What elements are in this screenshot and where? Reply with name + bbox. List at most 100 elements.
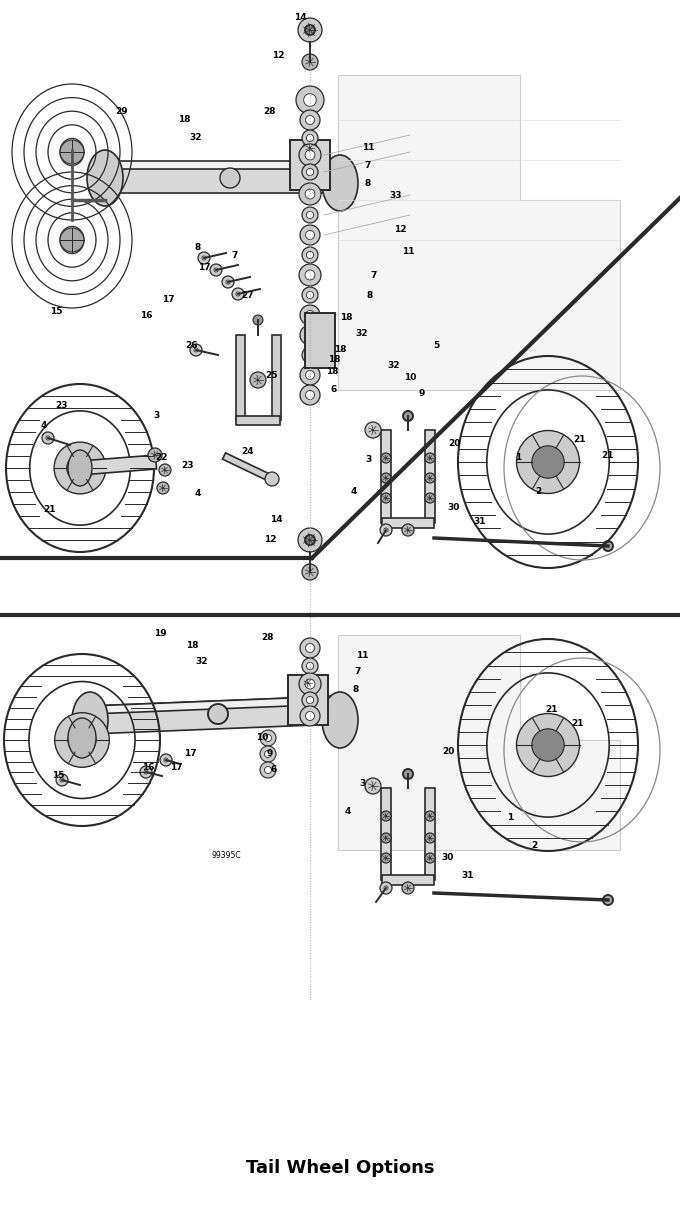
Circle shape bbox=[202, 256, 206, 260]
Circle shape bbox=[300, 305, 320, 325]
Text: 8: 8 bbox=[365, 179, 371, 189]
Circle shape bbox=[305, 370, 314, 380]
Polygon shape bbox=[236, 415, 280, 425]
Text: 12: 12 bbox=[264, 535, 276, 544]
Ellipse shape bbox=[68, 718, 96, 758]
Circle shape bbox=[305, 189, 315, 198]
Circle shape bbox=[60, 140, 84, 164]
Circle shape bbox=[305, 391, 314, 399]
FancyBboxPatch shape bbox=[290, 140, 330, 190]
Circle shape bbox=[220, 168, 240, 187]
Text: 18: 18 bbox=[328, 355, 340, 365]
Circle shape bbox=[300, 638, 320, 658]
Circle shape bbox=[425, 473, 435, 483]
Text: 31: 31 bbox=[474, 517, 486, 527]
Circle shape bbox=[265, 735, 271, 741]
Circle shape bbox=[402, 882, 414, 894]
Circle shape bbox=[381, 853, 391, 863]
Circle shape bbox=[300, 325, 320, 344]
Ellipse shape bbox=[322, 692, 358, 748]
Circle shape bbox=[305, 712, 314, 720]
Circle shape bbox=[296, 86, 324, 114]
Text: 12: 12 bbox=[394, 225, 406, 235]
Circle shape bbox=[302, 130, 318, 146]
Circle shape bbox=[148, 448, 162, 462]
Text: 20: 20 bbox=[442, 747, 454, 757]
Text: 18: 18 bbox=[177, 116, 190, 124]
Circle shape bbox=[300, 110, 320, 130]
Circle shape bbox=[260, 762, 276, 778]
Polygon shape bbox=[80, 455, 156, 475]
Text: 33: 33 bbox=[390, 191, 403, 201]
Circle shape bbox=[299, 264, 321, 286]
Circle shape bbox=[305, 116, 314, 124]
Text: 16: 16 bbox=[140, 312, 152, 320]
Circle shape bbox=[46, 436, 50, 441]
Circle shape bbox=[307, 134, 313, 141]
Circle shape bbox=[60, 778, 64, 783]
Circle shape bbox=[365, 422, 381, 438]
Circle shape bbox=[190, 344, 202, 357]
Polygon shape bbox=[222, 453, 271, 481]
Circle shape bbox=[425, 493, 435, 503]
Circle shape bbox=[140, 765, 152, 778]
Circle shape bbox=[381, 473, 391, 483]
Circle shape bbox=[302, 563, 318, 581]
Circle shape bbox=[303, 141, 317, 155]
Polygon shape bbox=[338, 635, 620, 849]
Text: 7: 7 bbox=[371, 271, 377, 280]
Text: 21: 21 bbox=[546, 706, 558, 714]
Text: 16: 16 bbox=[141, 763, 154, 773]
Text: 3: 3 bbox=[365, 455, 371, 465]
Circle shape bbox=[232, 288, 244, 301]
Polygon shape bbox=[105, 161, 340, 169]
Circle shape bbox=[305, 150, 315, 159]
Text: 5: 5 bbox=[433, 342, 439, 350]
Text: 32: 32 bbox=[388, 361, 401, 370]
Circle shape bbox=[300, 385, 320, 405]
Circle shape bbox=[307, 662, 313, 669]
Text: 10: 10 bbox=[404, 374, 416, 382]
Ellipse shape bbox=[54, 442, 106, 494]
Circle shape bbox=[60, 228, 84, 252]
Text: 15: 15 bbox=[52, 772, 64, 780]
Circle shape bbox=[305, 644, 314, 652]
Text: 6: 6 bbox=[331, 386, 337, 394]
Circle shape bbox=[157, 482, 169, 494]
Text: 18: 18 bbox=[334, 346, 346, 354]
Circle shape bbox=[210, 264, 222, 276]
Text: 18: 18 bbox=[340, 314, 352, 323]
Text: 27: 27 bbox=[241, 292, 254, 301]
Circle shape bbox=[603, 542, 613, 551]
Text: 2: 2 bbox=[535, 488, 541, 497]
Circle shape bbox=[302, 207, 318, 223]
Circle shape bbox=[253, 315, 263, 325]
Circle shape bbox=[144, 770, 148, 774]
Circle shape bbox=[425, 832, 435, 843]
Circle shape bbox=[260, 730, 276, 746]
Circle shape bbox=[160, 755, 172, 765]
Text: 6: 6 bbox=[271, 765, 277, 774]
Text: 21: 21 bbox=[44, 505, 56, 515]
Text: 20: 20 bbox=[448, 439, 460, 449]
Polygon shape bbox=[425, 430, 435, 523]
Circle shape bbox=[305, 310, 314, 320]
Circle shape bbox=[42, 432, 54, 444]
Circle shape bbox=[305, 230, 314, 240]
Circle shape bbox=[305, 535, 315, 545]
Circle shape bbox=[302, 54, 318, 71]
Circle shape bbox=[381, 493, 391, 503]
Circle shape bbox=[603, 894, 613, 905]
Ellipse shape bbox=[517, 713, 579, 776]
Polygon shape bbox=[271, 335, 280, 420]
Text: 10: 10 bbox=[256, 734, 268, 742]
Text: 7: 7 bbox=[364, 162, 371, 170]
Polygon shape bbox=[382, 518, 434, 528]
Text: 8: 8 bbox=[367, 292, 373, 301]
Circle shape bbox=[265, 751, 271, 757]
Circle shape bbox=[301, 675, 315, 690]
Ellipse shape bbox=[68, 727, 96, 755]
Ellipse shape bbox=[54, 713, 109, 767]
Text: 1: 1 bbox=[515, 454, 521, 462]
Text: 15: 15 bbox=[50, 308, 63, 316]
